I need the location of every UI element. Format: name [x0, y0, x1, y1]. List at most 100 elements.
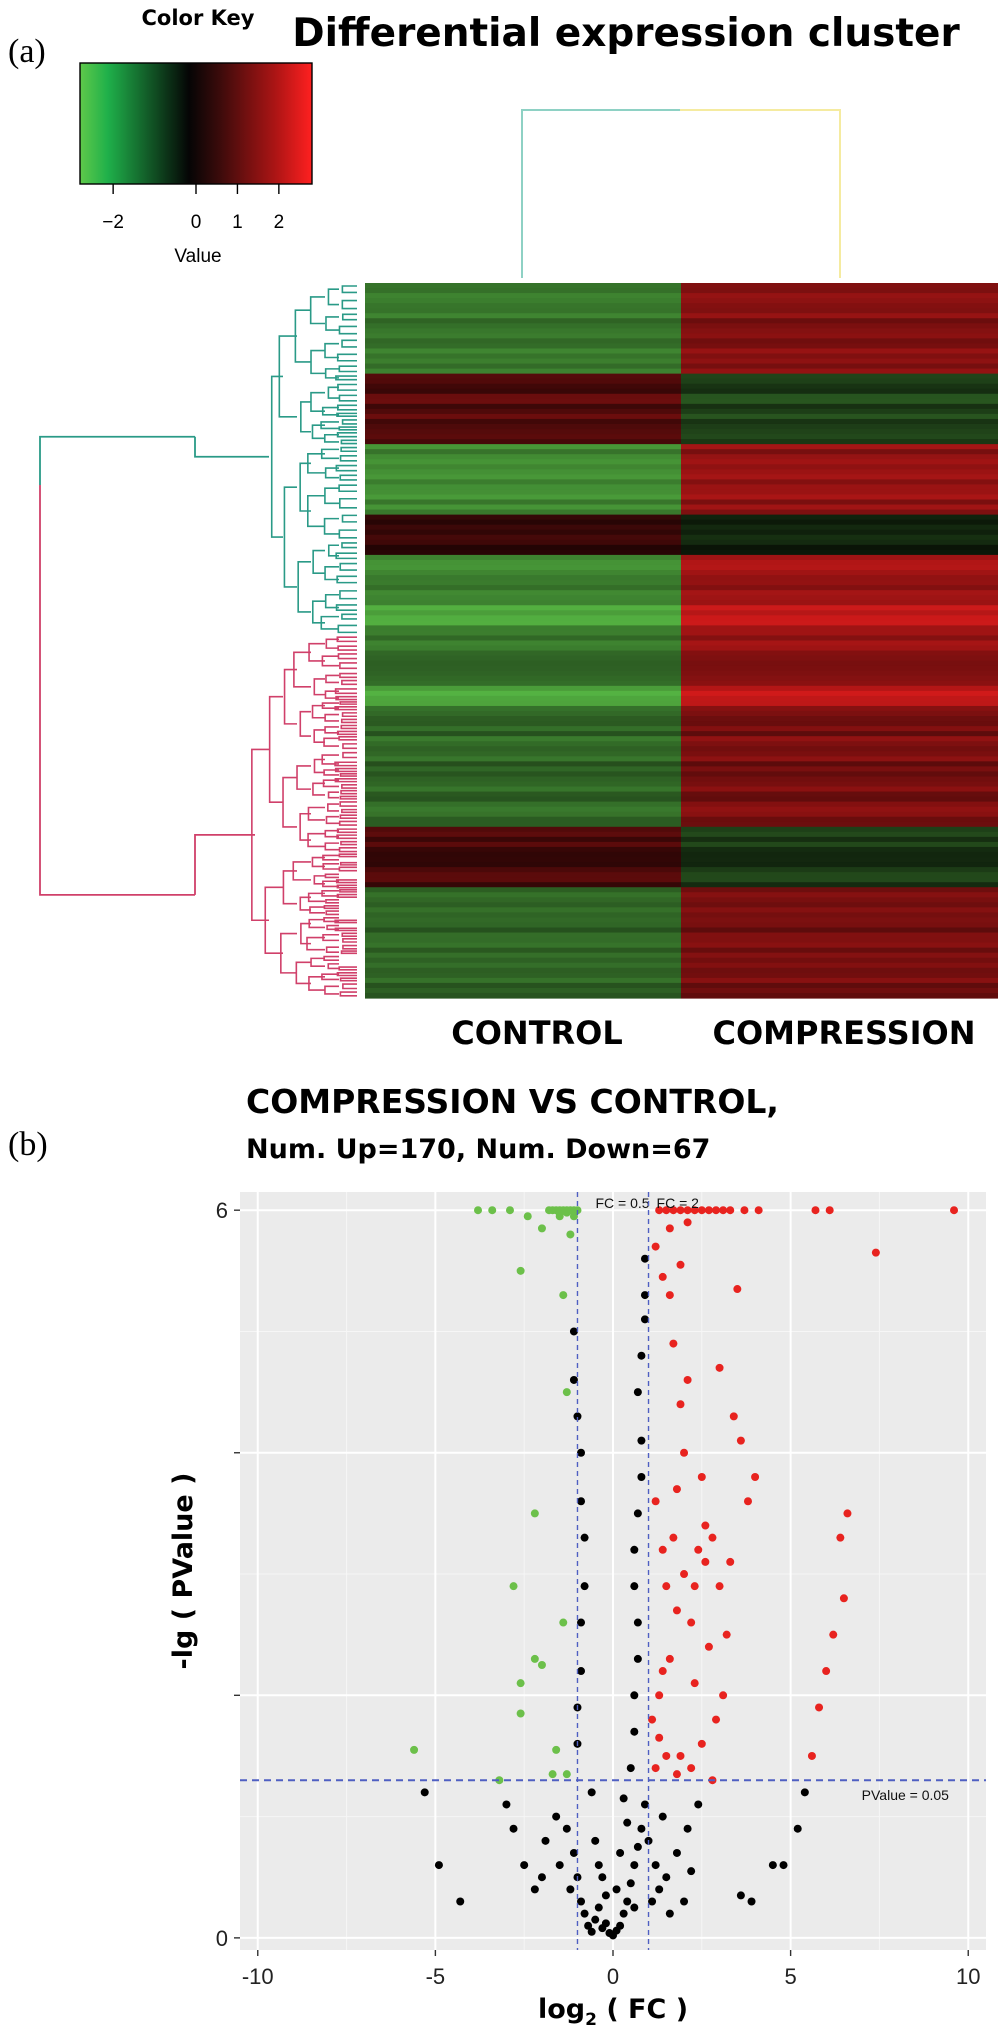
row-dendrogram-branch [336, 404, 357, 411]
point-ns [420, 1788, 429, 1797]
point-up [836, 1533, 845, 1542]
row-dendrogram-branch [341, 542, 357, 549]
heatmap-cell-compression [681, 595, 998, 601]
heatmap-cell-compression [681, 539, 998, 546]
point-ns [747, 1897, 756, 1906]
row-dendrogram-branch [327, 386, 339, 399]
row-dendrogram-branch [194, 436, 269, 458]
row-dendrogram-branch [297, 561, 311, 613]
heatmap-cell-compression [681, 826, 998, 833]
fc-threshold-label: FC = 0.5 [595, 1195, 649, 1211]
point-down [566, 1230, 575, 1239]
point-up [822, 1667, 831, 1676]
point-down [552, 1745, 561, 1754]
row-dendrogram-branch [327, 544, 339, 557]
heatmap-cell-control [365, 962, 681, 969]
point-up [807, 1751, 816, 1760]
row-dendrogram-branch [324, 368, 339, 379]
point-ns [633, 1618, 642, 1627]
point-down [509, 1582, 518, 1591]
point-up [669, 1339, 678, 1348]
point-up [687, 1764, 696, 1773]
heatmap-cell-compression [681, 298, 998, 304]
point-ns [569, 1327, 578, 1336]
row-dendrogram-branch [324, 487, 339, 505]
heatmap-cell-compression [681, 962, 998, 969]
point-up [683, 1218, 692, 1227]
heatmap-cell-compression [681, 645, 998, 652]
point-up [655, 1206, 664, 1215]
heatmap-cell-control [365, 570, 681, 576]
heatmap-cell-compression [681, 494, 998, 501]
point-up [754, 1206, 763, 1215]
column-dendrogram [521, 109, 841, 278]
point-ns [619, 1794, 628, 1803]
heatmap-cell-control [365, 857, 681, 863]
row-dendrogram-branch [341, 313, 357, 321]
row-dendrogram-branch [339, 562, 357, 571]
point-ns [630, 1545, 639, 1554]
heatmap-cell-compression [681, 580, 998, 586]
heatmap-cell-control [365, 846, 681, 853]
row-dendrogram-branch [324, 873, 339, 879]
heatmap-cell-compression [681, 313, 998, 319]
heatmap-cell-control [365, 937, 681, 944]
row-dendrogram-branch [311, 424, 325, 440]
point-ns [434, 1861, 443, 1870]
heatmap-cell-compression [681, 907, 998, 914]
heatmap-cell-compression [681, 670, 998, 677]
heatmap-cell-control [365, 892, 681, 898]
row-dendrogram-branch [342, 944, 357, 950]
heatmap-cell-compression [681, 605, 998, 611]
heatmap-cell-control [365, 585, 681, 591]
heatmap-cell-compression [681, 922, 998, 929]
heatmap-cell-control [365, 298, 681, 304]
heatmap-cell-compression [681, 887, 998, 893]
volcano-title: COMPRESSION VS CONTROL, [246, 1082, 779, 1121]
row-dendrogram-branch [324, 713, 339, 722]
heatmap-cell-compression [681, 655, 998, 662]
row-dendrogram-branch [323, 737, 339, 747]
row-dendrogram-branch [338, 866, 357, 872]
point-up [751, 1473, 760, 1482]
x-tick-label: 10 [956, 1964, 980, 1989]
heatmap-cell-compression [681, 791, 998, 798]
heatmap-cell-control [365, 786, 681, 793]
point-up [669, 1206, 678, 1215]
heatmap-cell-compression [681, 917, 998, 924]
heatmap-cell-compression [681, 801, 998, 808]
heatmap-cell-compression [681, 902, 998, 908]
row-dendrogram-branch [340, 718, 357, 724]
heatmap-cell-compression [681, 726, 998, 732]
row-dendrogram-branch [339, 662, 357, 670]
heatmap-cell-control [365, 283, 681, 289]
color-key-ticks: −2 0 1 2 [102, 184, 284, 233]
heatmap-cell-control [365, 987, 681, 994]
point-ns [768, 1861, 777, 1870]
heatmap-cell-compression [681, 363, 998, 370]
heatmap-cell-control [365, 353, 681, 360]
point-up [712, 1206, 721, 1215]
heatmap-cell-compression [681, 464, 998, 470]
heatmap-cell-control [365, 459, 681, 465]
point-up [694, 1545, 703, 1554]
point-up [726, 1206, 735, 1215]
row-dendrogram-branch [342, 983, 357, 990]
heatmap-cell-control [365, 947, 681, 954]
heatmap-cell-control [365, 942, 681, 949]
point-up [690, 1582, 699, 1591]
heatmap-cell-compression [681, 927, 998, 934]
heatmap-cell-control [365, 872, 681, 878]
row-dendrogram-branch [337, 645, 357, 651]
heatmap-cell-compression [681, 977, 998, 984]
point-ns [552, 1812, 561, 1821]
heatmap-cell-control [365, 726, 681, 732]
row-dendrogram-branch [341, 808, 357, 814]
row-dendrogram-branch [338, 426, 357, 431]
heatmap-cell-control [365, 867, 681, 873]
heatmap-cell-compression [681, 982, 998, 989]
pvalue-threshold-label: PValue = 0.05 [862, 1787, 950, 1803]
heatmap-cell-control [365, 600, 681, 606]
heatmap-cell-compression [681, 479, 998, 486]
row-dendrogram-branch [341, 679, 357, 686]
